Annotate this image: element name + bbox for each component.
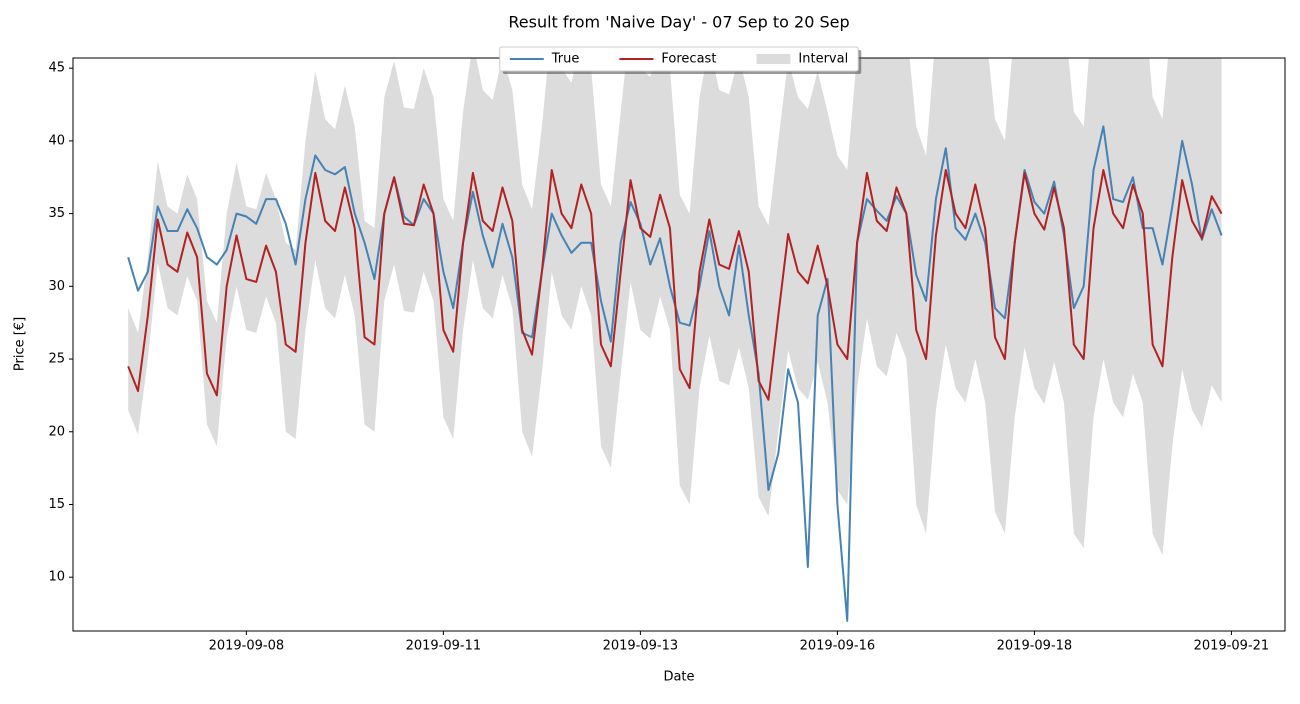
- y-tick-label: 45: [48, 61, 65, 76]
- axes: 10 15 20 25 30 35 40 45 2019-09-08 2019-09-11 2019…: [48, 61, 1269, 654]
- legend-label: Forecast: [661, 52, 716, 67]
- x-tick-label: 2019-09-16: [800, 639, 876, 654]
- x-axis-label: Date: [663, 670, 694, 685]
- y-tick-label: 20: [48, 424, 65, 439]
- y-tick-label: 15: [48, 497, 65, 512]
- series-line: [127, 168, 1223, 401]
- y-tick-label: 25: [48, 352, 65, 367]
- legend-label: True: [551, 52, 580, 67]
- plot-area: [127, 58, 1223, 622]
- chart-title: Result from 'Naive Day' - 07 Sep to 20 S…: [508, 13, 849, 32]
- legend-swatch: [756, 54, 791, 64]
- y-tick-label: 40: [48, 133, 65, 148]
- interval-band: [128, 58, 1222, 556]
- x-tick-label: 2019-09-21: [1194, 639, 1270, 654]
- x-tick-label: 2019-09-18: [997, 639, 1073, 654]
- x-tick-label: 2019-09-11: [406, 639, 482, 654]
- y-tick-label: 35: [48, 206, 65, 221]
- y-tick-label: 30: [48, 279, 65, 294]
- legend-box: [499, 46, 859, 72]
- x-tick-label: 2019-09-08: [209, 639, 285, 654]
- x-tick-label: 2019-09-13: [603, 639, 679, 654]
- legend-label: Interval: [798, 52, 848, 67]
- legend: True Forecast Interval: [499, 46, 862, 74]
- y-axis-label: Price [€]: [13, 317, 28, 371]
- y-tick-label: 10: [48, 570, 65, 585]
